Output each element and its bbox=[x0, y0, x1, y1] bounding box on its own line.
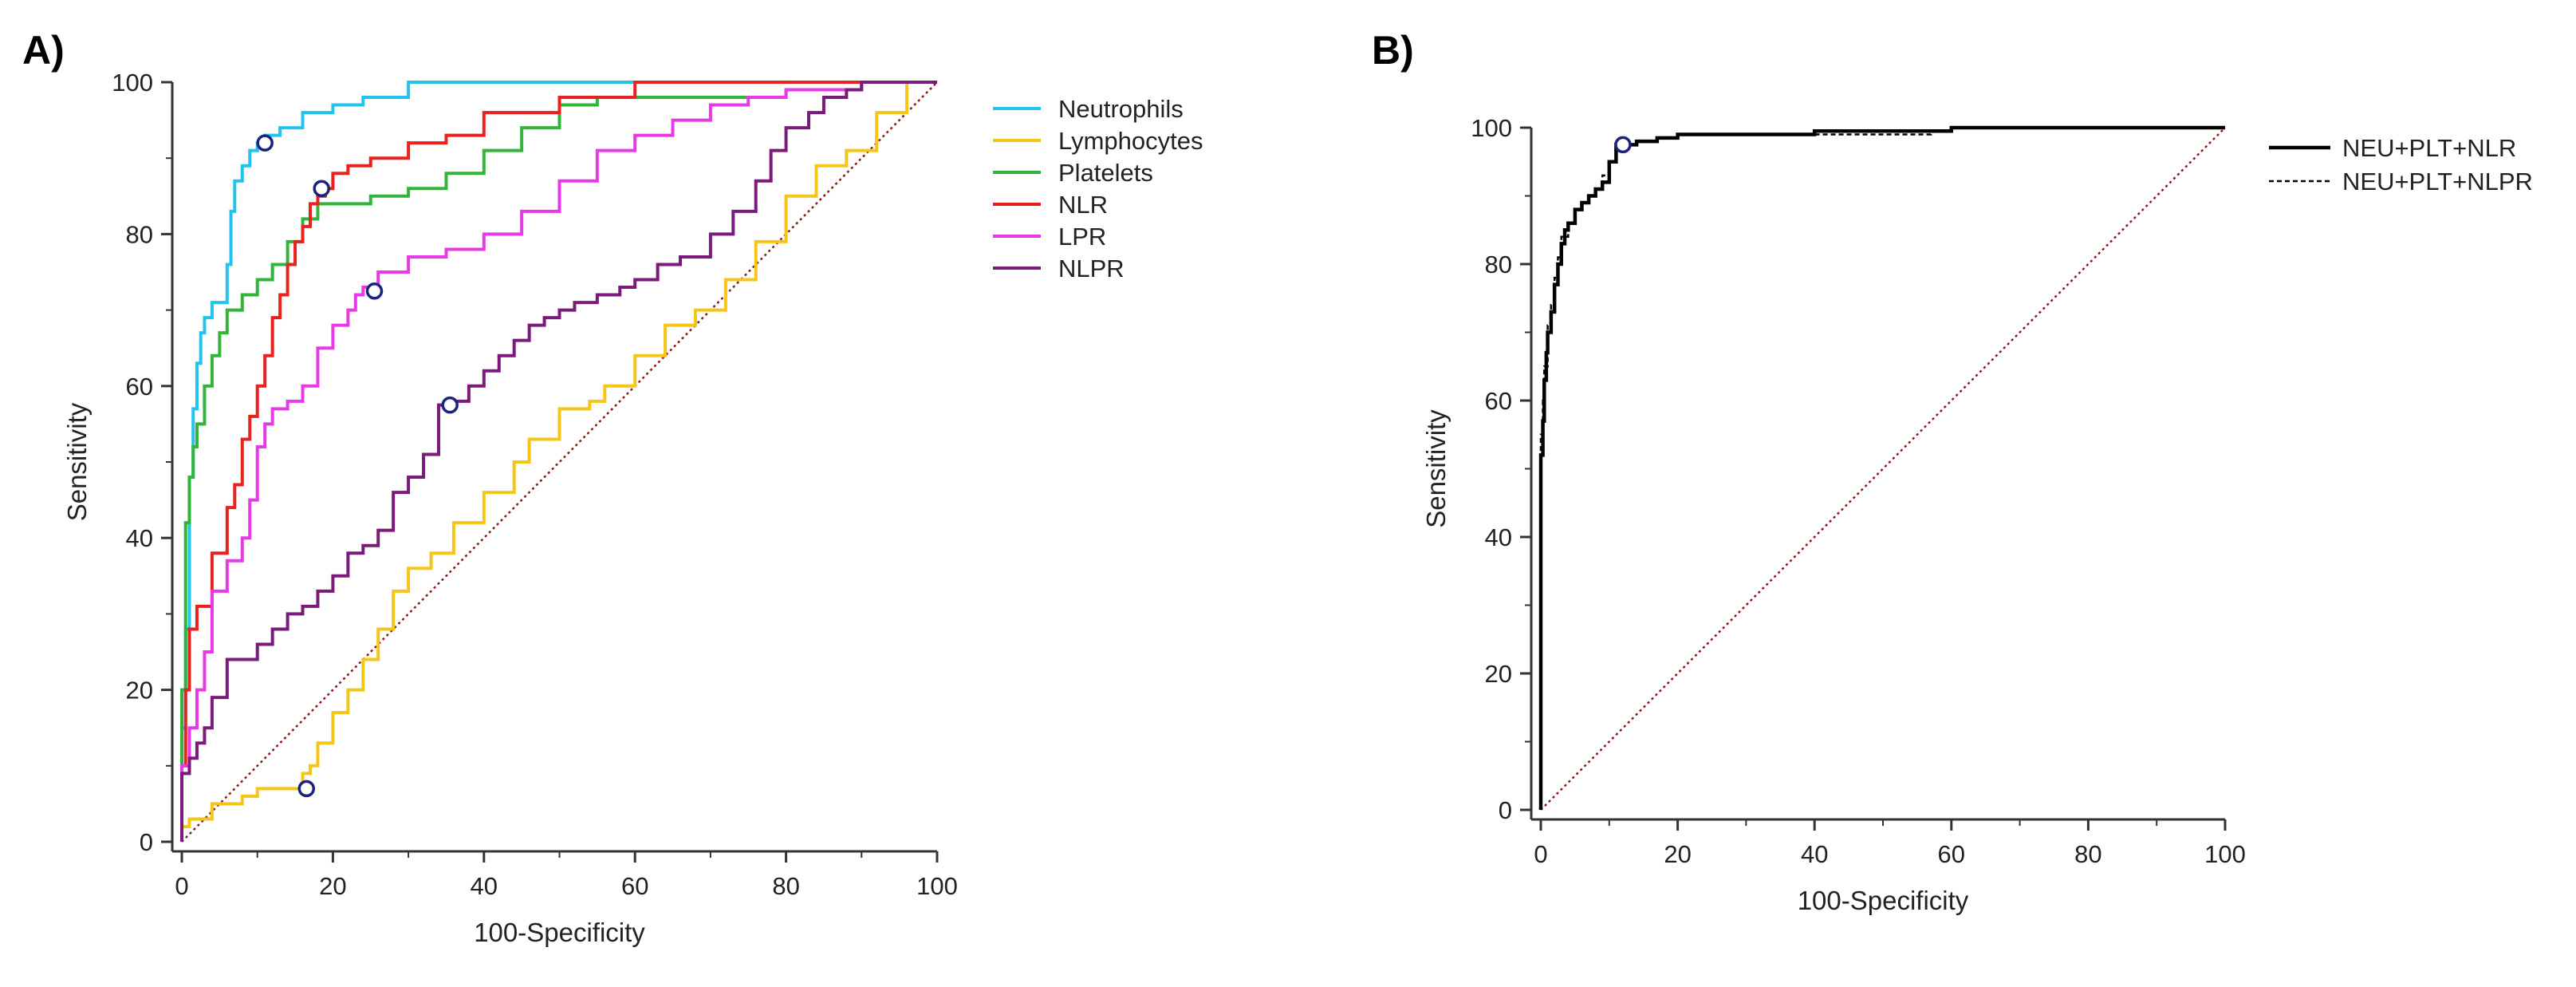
series-line-nlpr bbox=[180, 81, 937, 842]
series-line-neu-plt-nlpr bbox=[1539, 126, 2225, 810]
cutoff-point-lymphocytes bbox=[297, 780, 316, 798]
legend-label: Platelets bbox=[1058, 159, 1153, 187]
series-line-nlr bbox=[180, 81, 937, 842]
x-tick-label: 20 bbox=[1664, 840, 1691, 868]
x-tick-label: 40 bbox=[1801, 840, 1828, 868]
y-tick-label: 100 bbox=[112, 69, 153, 97]
y-tick-label: 60 bbox=[1485, 387, 1512, 415]
x-tick-label: 80 bbox=[772, 872, 799, 900]
panel-a: A) 0 20 40 60 80 100 0 20 40 60 80 100 100-Specificit… bbox=[22, 28, 1203, 947]
legend: Neutrophils Lymphocytes Platelets NLR LPR NLP… bbox=[993, 95, 1203, 282]
x-tick-label: 100 bbox=[2204, 840, 2246, 868]
legend-label: LPR bbox=[1058, 223, 1106, 251]
x-axis-title: 100-Specificity bbox=[474, 918, 645, 947]
legend-label: Neutrophils bbox=[1058, 95, 1184, 123]
legend-label: Lymphocytes bbox=[1058, 127, 1203, 155]
cutoff-point-nlr bbox=[313, 180, 330, 198]
y-tick-label: 20 bbox=[126, 677, 153, 705]
x-tick-label: 40 bbox=[471, 872, 498, 900]
x-tick-label: 80 bbox=[2074, 840, 2101, 868]
y-tick-label: 60 bbox=[126, 373, 153, 401]
y-axis-title: Sensitivity bbox=[1421, 409, 1451, 528]
x-tick-label: 100 bbox=[916, 872, 958, 900]
x-tick-label: 20 bbox=[319, 872, 346, 900]
legend-label: NEU+PLT+NLR bbox=[2342, 134, 2516, 162]
x-axis-title: 100-Specificity bbox=[1798, 886, 1969, 915]
legend-label: NLPR bbox=[1058, 255, 1125, 282]
axes: 0 20 40 60 80 100 0 20 40 60 80 100 bbox=[1471, 114, 2246, 868]
x-tick-label: 0 bbox=[175, 872, 188, 900]
y-tick-label: 40 bbox=[126, 524, 153, 552]
panel-b: B) 0 20 40 60 80 100 0 20 40 60 80 100 100-Specificit… bbox=[1372, 28, 2533, 915]
x-tick-label: 60 bbox=[621, 872, 648, 900]
cutoff-point-lpr bbox=[365, 282, 384, 300]
panel-label: B) bbox=[1372, 28, 1414, 73]
y-axis-title: Sensitivity bbox=[62, 402, 92, 521]
y-tick-label: 20 bbox=[1485, 660, 1512, 688]
x-tick-label: 0 bbox=[1534, 840, 1547, 868]
y-tick-label: 100 bbox=[1471, 114, 1512, 142]
x-tick-label: 60 bbox=[1938, 840, 1965, 868]
y-tick-label: 0 bbox=[1499, 796, 1512, 824]
legend-label: NEU+PLT+NLPR bbox=[2342, 168, 2533, 195]
panel-label: A) bbox=[22, 28, 65, 73]
reference-diagonal bbox=[1540, 127, 2226, 811]
y-tick-label: 0 bbox=[140, 828, 153, 856]
cutoff-point-nlpr bbox=[441, 396, 459, 414]
legend-label: NLR bbox=[1058, 191, 1108, 219]
series-line-lpr bbox=[180, 81, 937, 842]
y-tick-label: 80 bbox=[1485, 251, 1512, 278]
series-line-neutrophils bbox=[180, 81, 937, 842]
cutoff-point-neu-plt-nlr bbox=[1614, 136, 1632, 154]
y-tick-label: 40 bbox=[1485, 523, 1512, 551]
cutoff-point-neutrophils bbox=[256, 134, 274, 152]
y-tick-label: 80 bbox=[126, 220, 153, 248]
axes: 0 20 40 60 80 100 0 20 40 60 80 100 bbox=[112, 69, 958, 900]
legend: NEU+PLT+NLR NEU+PLT+NLPR bbox=[2269, 134, 2533, 195]
